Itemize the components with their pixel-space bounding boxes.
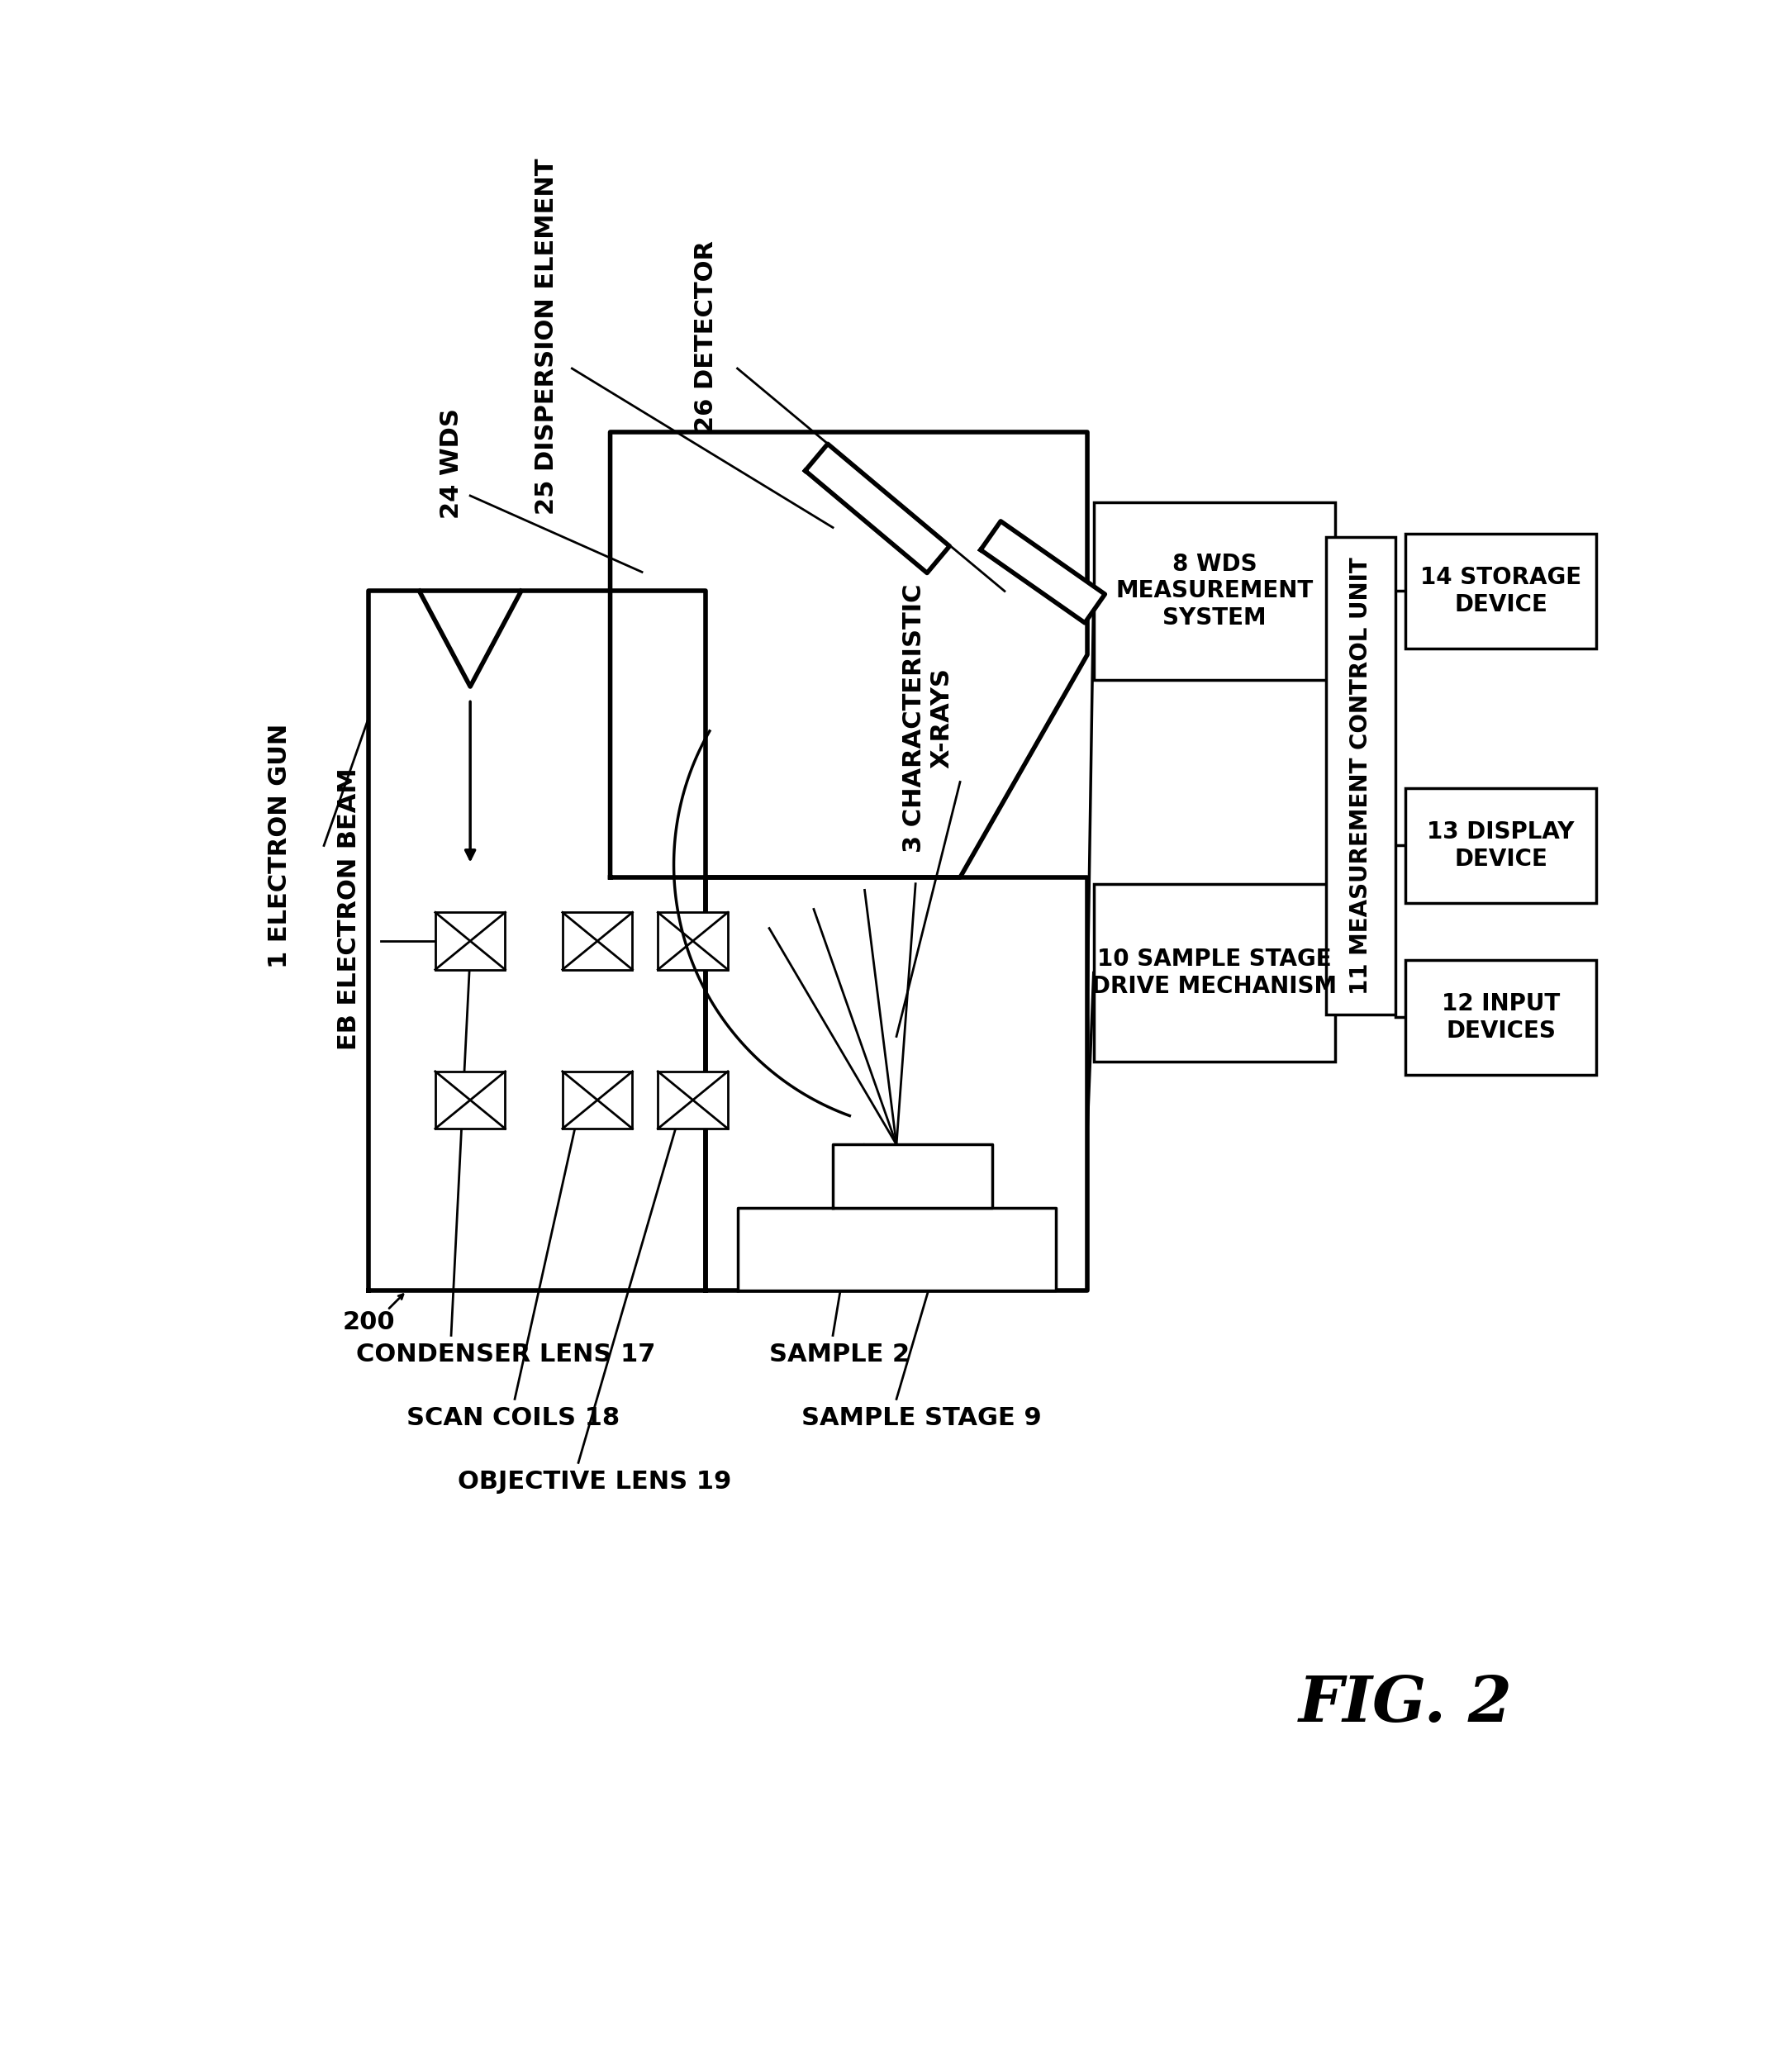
Bar <box>563 1072 633 1128</box>
Text: EB ELECTRON BEAM: EB ELECTRON BEAM <box>337 768 362 1050</box>
Text: 25 DISPERSION ELEMENT: 25 DISPERSION ELEMENT <box>534 158 559 514</box>
Bar <box>658 912 728 969</box>
Text: SAMPLE 2: SAMPLE 2 <box>769 1342 910 1367</box>
Text: SAMPLE STAGE 9: SAMPLE STAGE 9 <box>801 1406 1041 1430</box>
Text: 13 DISPLAY
DEVICE: 13 DISPLAY DEVICE <box>1426 821 1575 871</box>
Text: 12 INPUT
DEVICES: 12 INPUT DEVICES <box>1441 992 1561 1041</box>
Bar <box>658 1072 728 1128</box>
Bar <box>1405 961 1597 1074</box>
Polygon shape <box>369 591 706 1290</box>
Text: 26 DETECTOR: 26 DETECTOR <box>694 241 717 432</box>
Text: 3 CHARACTERISTIC
X-RAYS: 3 CHARACTERISTIC X-RAYS <box>903 584 953 852</box>
Polygon shape <box>833 1144 993 1208</box>
Text: FIG. 2: FIG. 2 <box>1299 1673 1512 1735</box>
Text: 24 WDS: 24 WDS <box>439 410 462 519</box>
Text: 10 SAMPLE STAGE
DRIVE MECHANISM: 10 SAMPLE STAGE DRIVE MECHANISM <box>1091 949 1337 998</box>
Text: 11 MEASUREMENT CONTROL UNIT: 11 MEASUREMENT CONTROL UNIT <box>1349 558 1373 994</box>
Bar <box>563 912 633 969</box>
Polygon shape <box>611 432 1088 877</box>
Bar <box>435 1072 505 1128</box>
Text: 1 ELECTRON GUN: 1 ELECTRON GUN <box>267 722 292 967</box>
Text: 14 STORAGE
DEVICE: 14 STORAGE DEVICE <box>1421 566 1581 615</box>
Text: SCAN COILS 18: SCAN COILS 18 <box>407 1406 620 1430</box>
Bar <box>1093 883 1335 1062</box>
Polygon shape <box>805 445 950 572</box>
Text: 8 WDS
MEASUREMENT
SYSTEM: 8 WDS MEASUREMENT SYSTEM <box>1116 554 1314 630</box>
Text: OBJECTIVE LENS 19: OBJECTIVE LENS 19 <box>457 1469 731 1494</box>
Bar <box>435 912 505 969</box>
Bar <box>1405 788 1597 903</box>
Polygon shape <box>738 1208 1055 1290</box>
Polygon shape <box>980 521 1106 624</box>
Text: 200: 200 <box>342 1311 394 1336</box>
Text: CONDENSER LENS 17: CONDENSER LENS 17 <box>357 1342 656 1367</box>
Polygon shape <box>706 877 1088 1290</box>
Bar <box>1326 537 1396 1015</box>
Bar <box>1093 502 1335 681</box>
Bar <box>1405 533 1597 648</box>
